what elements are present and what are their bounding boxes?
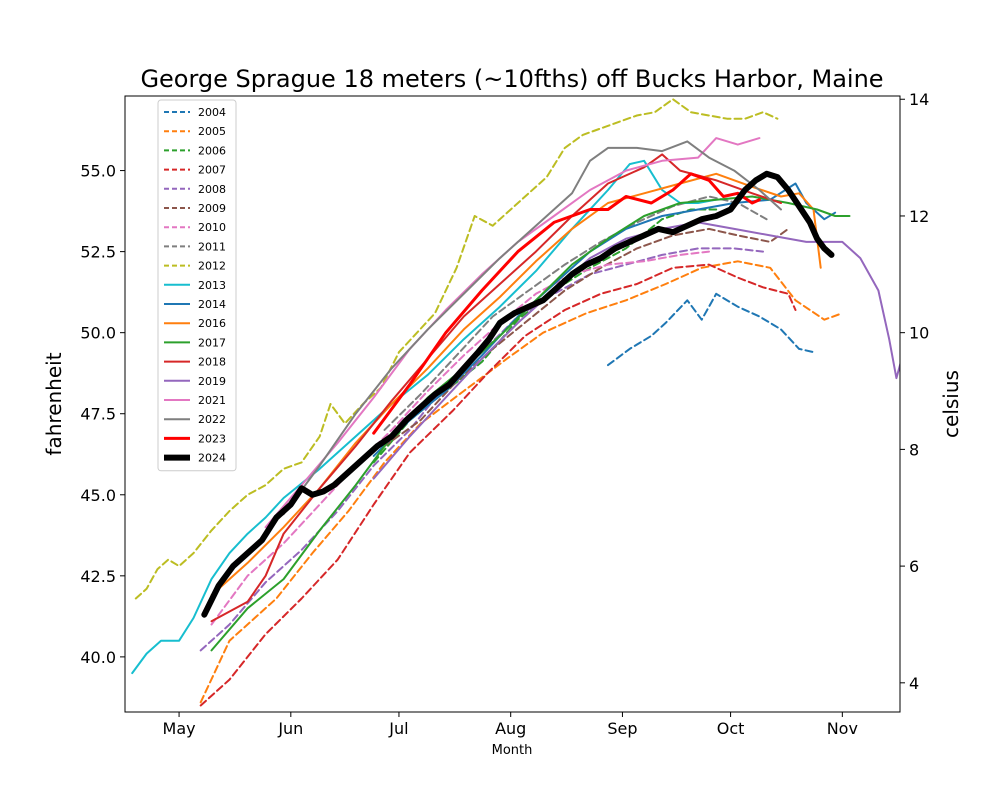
legend-label: 2012 <box>198 260 226 273</box>
x-tick-label: May <box>163 719 196 738</box>
legend-label: 2006 <box>198 144 226 157</box>
legend-label: 2004 <box>198 106 226 119</box>
series-line-2024 <box>201 170 835 618</box>
series-line-2021 <box>264 137 761 529</box>
y-axis-right: 4 6 8 10 12 14 <box>900 90 929 693</box>
legend: 2004 2005 2006 2007 2008 2009 2010 2011 2012 2013… <box>157 99 237 472</box>
legend-label: 2007 <box>198 164 226 177</box>
series-line-2017 <box>210 195 851 652</box>
series-line-2016 <box>210 172 822 597</box>
y-tick-label: 55.0 <box>80 162 116 181</box>
legend-label: 2019 <box>198 375 226 388</box>
y-tick-label: 47.5 <box>80 405 116 424</box>
legend-label: 2011 <box>198 240 226 253</box>
series-line-2018 <box>210 153 782 623</box>
series-line-2011 <box>383 195 768 431</box>
y-tick-label: 42.5 <box>80 567 116 586</box>
y2-tick-label: 4 <box>909 674 919 693</box>
y-axis-label: fahrenheit <box>42 352 66 455</box>
x-tick-label: Nov <box>827 719 858 738</box>
y-tick-label: 40.0 <box>80 648 116 667</box>
y-axis-left: 40.0 42.5 45.0 47.5 50.0 52.5 55.0 <box>80 162 125 667</box>
x-axis-label: Month <box>492 743 533 758</box>
series-line-2022 <box>282 140 782 516</box>
y2-axis-label: celsius <box>939 370 963 438</box>
series-line-2023 <box>372 172 761 435</box>
y2-tick-label: 12 <box>909 207 929 226</box>
y-tick-label: 45.0 <box>80 486 116 505</box>
legend-label: 2005 <box>198 125 226 138</box>
legend-label: 2018 <box>198 356 226 369</box>
x-tick-label: Jul <box>388 719 408 738</box>
x-tick-label: Oct <box>717 719 745 738</box>
x-tick-label: Jun <box>277 719 303 738</box>
x-tick-label: Sep <box>607 719 637 738</box>
series-line-2004 <box>607 292 815 367</box>
series-line-2010 <box>210 250 710 626</box>
legend-label: 2024 <box>198 452 226 465</box>
y2-tick-label: 10 <box>909 324 929 343</box>
legend-label: 2009 <box>198 202 226 215</box>
series-layer <box>131 98 900 707</box>
series-line-2009 <box>383 227 790 448</box>
series-line-2007 <box>199 263 797 707</box>
y2-tick-label: 6 <box>909 557 919 576</box>
legend-label: 2014 <box>198 298 226 311</box>
y-tick-label: 50.0 <box>80 324 116 343</box>
chart-title: George Sprague 18 meters (~10fths) off B… <box>140 65 883 93</box>
y2-tick-label: 14 <box>909 90 929 109</box>
legend-label: 2017 <box>198 336 226 349</box>
x-tick-label: Aug <box>495 719 526 738</box>
legend-label: 2021 <box>198 394 226 407</box>
legend-box <box>157 99 237 472</box>
legend-label: 2008 <box>198 183 226 196</box>
y-tick-label: 52.5 <box>80 243 116 262</box>
legend-label: 2013 <box>198 279 226 292</box>
legend-label: 2022 <box>198 413 226 426</box>
series-line-2014 <box>372 182 837 457</box>
legend-label: 2010 <box>198 221 226 234</box>
series-line-2005 <box>199 260 844 704</box>
series-line-2012 <box>134 98 779 600</box>
legend-label: 2016 <box>198 317 226 330</box>
series-line-2006 <box>372 208 718 464</box>
legend-label: 2023 <box>198 432 226 445</box>
x-axis: May Jun Jul Aug Sep Oct Nov <box>163 712 858 738</box>
y2-tick-label: 8 <box>909 440 919 459</box>
plot-frame <box>124 95 901 713</box>
